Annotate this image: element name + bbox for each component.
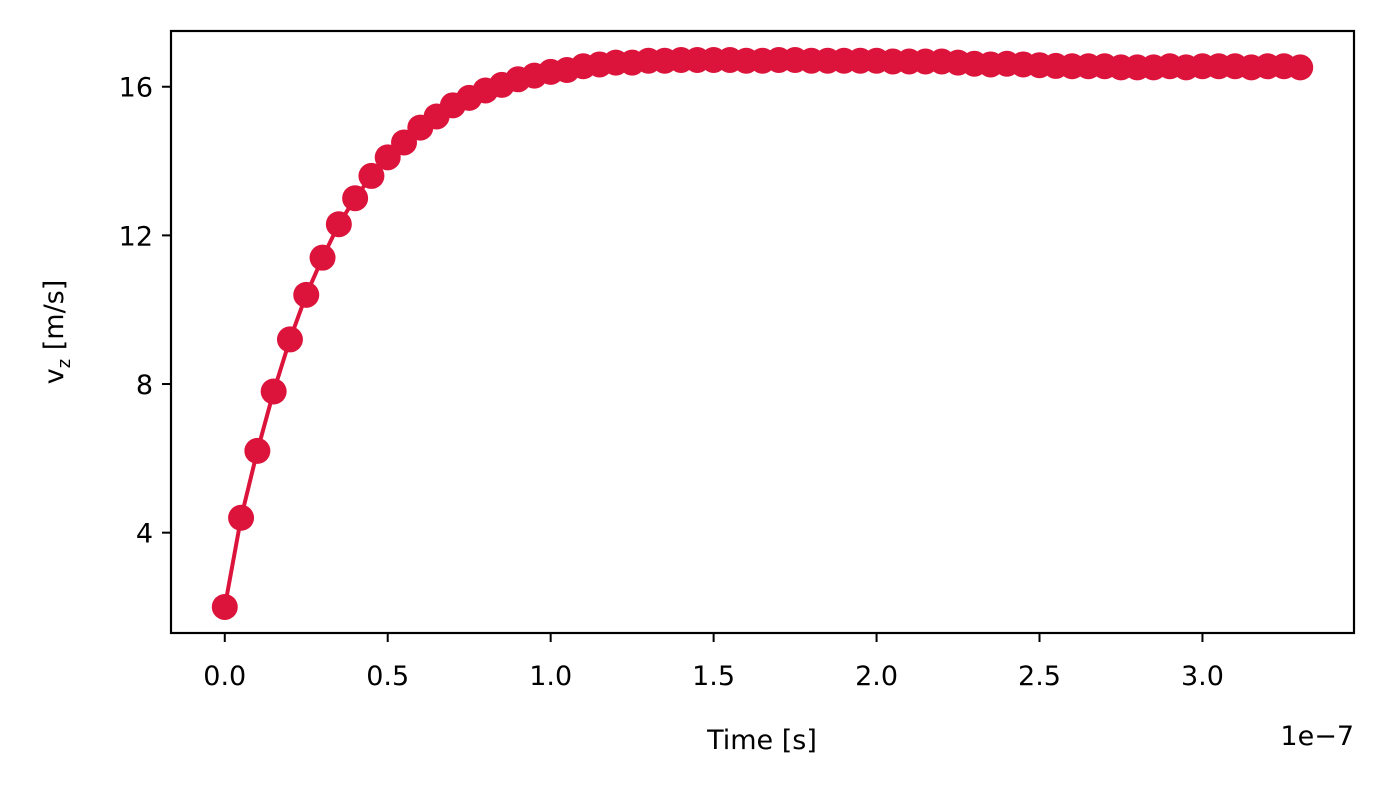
x-tick-label: 0.5 <box>366 661 409 692</box>
y-tick-label: 8 <box>136 370 153 401</box>
data-point <box>260 378 287 405</box>
x-axis-label: Time [s] <box>706 725 817 756</box>
data-point <box>309 244 336 271</box>
plot-frame <box>169 29 1356 635</box>
y-axis-label-main: v <box>39 368 70 384</box>
data-point <box>211 593 238 620</box>
x-tick-label: 1.0 <box>529 661 572 692</box>
x-tick-label: 3.0 <box>1181 661 1224 692</box>
y-axis-label-unit: [m/s] <box>39 280 70 359</box>
y-axis-ticks: 4 8 12 16 <box>119 73 171 550</box>
y-tick-label: 12 <box>119 221 153 252</box>
x-axis-offset-label: 1e−7 <box>1280 721 1354 752</box>
data-point <box>358 162 385 189</box>
y-tick-label: 16 <box>119 73 153 104</box>
x-tick-label: 1.5 <box>692 661 735 692</box>
data-point <box>293 281 320 308</box>
x-tick-label: 0.0 <box>203 661 246 692</box>
data-point <box>244 437 271 464</box>
x-tick-label: 2.0 <box>855 661 898 692</box>
y-axis-label-subscript: z <box>54 359 75 368</box>
data-point <box>342 185 369 212</box>
data-point <box>228 504 255 531</box>
y-axis-label: vz [m/s] <box>39 280 75 385</box>
data-point <box>325 211 352 238</box>
data-point <box>1287 54 1314 81</box>
data-point <box>276 326 303 353</box>
y-tick-label: 4 <box>136 519 153 550</box>
series-group <box>211 46 1314 620</box>
plot-area <box>171 31 1354 633</box>
x-axis-ticks: 0.0 0.5 1.0 1.5 2.0 2.5 3.0 <box>203 633 1224 692</box>
x-tick-label: 2.5 <box>1018 661 1061 692</box>
